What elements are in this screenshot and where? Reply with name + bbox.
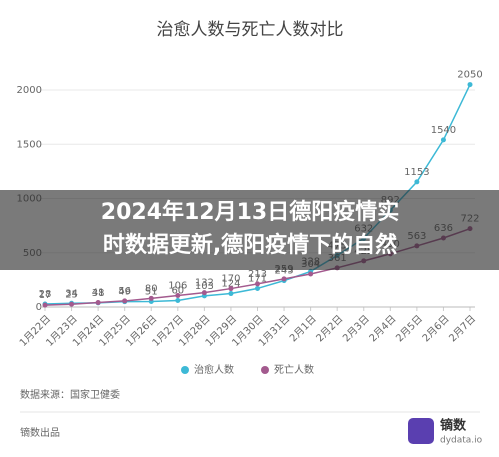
- data-point: [281, 276, 287, 282]
- data-point: [255, 281, 260, 287]
- data-point: [42, 302, 48, 308]
- data-point: [467, 82, 473, 88]
- source: 数据来源：国家卫健委: [20, 388, 120, 401]
- data-point: [414, 179, 420, 185]
- data-label: 80: [145, 283, 158, 294]
- logo-icon: [408, 418, 434, 444]
- data-point: [440, 137, 446, 143]
- x-tick-label: 2月3日: [340, 313, 372, 345]
- data-label: 106: [168, 280, 187, 291]
- x-tick-label: 2月2日: [314, 313, 346, 345]
- data-label: 213: [248, 269, 267, 280]
- data-point: [175, 297, 181, 303]
- data-point: [255, 285, 260, 291]
- y-tick-label: 0: [36, 302, 42, 313]
- data-label: 1540: [431, 125, 456, 136]
- data-label: 51: [145, 286, 158, 297]
- data-label: 132: [195, 278, 214, 289]
- data-point: [308, 271, 314, 277]
- data-point: [148, 295, 154, 301]
- data-label: 124: [221, 279, 240, 290]
- data-label: 60: [171, 285, 184, 296]
- data-label: 103: [195, 281, 214, 292]
- data-label: 49: [118, 287, 131, 298]
- x-tick-label: 2月4日: [367, 313, 399, 345]
- data-label: 170: [221, 274, 240, 285]
- x-tick-label: 2月1日: [287, 313, 319, 345]
- legend-label: 死亡人数: [274, 363, 314, 376]
- data-point: [175, 292, 181, 298]
- data-point: [69, 301, 75, 307]
- data-label: 25: [65, 289, 78, 300]
- chart-title: 治愈人数与死亡人数对比: [157, 20, 344, 40]
- legend-marker: [181, 366, 189, 374]
- x-tick-label: 2月5日: [393, 313, 425, 345]
- producer: 镝数出品: [20, 426, 60, 439]
- data-point: [122, 298, 128, 304]
- data-point: [201, 290, 207, 296]
- data-point: [95, 300, 101, 306]
- logo-name: 镝数: [440, 418, 467, 434]
- legend-marker: [261, 366, 269, 374]
- data-point: [228, 291, 234, 297]
- banner-bg: [0, 190, 499, 270]
- banner-line: 时数据更新,德阳疫情下的自然: [103, 232, 397, 258]
- data-label: 38: [92, 288, 105, 299]
- data-point: [228, 286, 234, 292]
- legend-label: 治愈人数: [194, 363, 234, 376]
- data-label: 56: [118, 286, 131, 297]
- y-tick-label: 2000: [17, 85, 42, 96]
- data-label: 1153: [404, 167, 429, 178]
- data-label: 17: [39, 290, 52, 301]
- banner-line: 2024年12月13日德阳疫情实: [101, 199, 399, 225]
- data-label: 171: [248, 273, 267, 284]
- data-label: 243: [275, 266, 294, 277]
- x-tick-label: 2月7日: [447, 313, 479, 345]
- data-label: 34: [65, 288, 78, 299]
- logo-site: dydata.io: [440, 436, 483, 446]
- x-tick-label: 2月6日: [420, 313, 452, 345]
- data-label: 41: [92, 288, 105, 299]
- data-label: 2050: [457, 70, 482, 81]
- data-label: 28: [39, 289, 52, 300]
- y-tick-label: 1500: [17, 139, 42, 150]
